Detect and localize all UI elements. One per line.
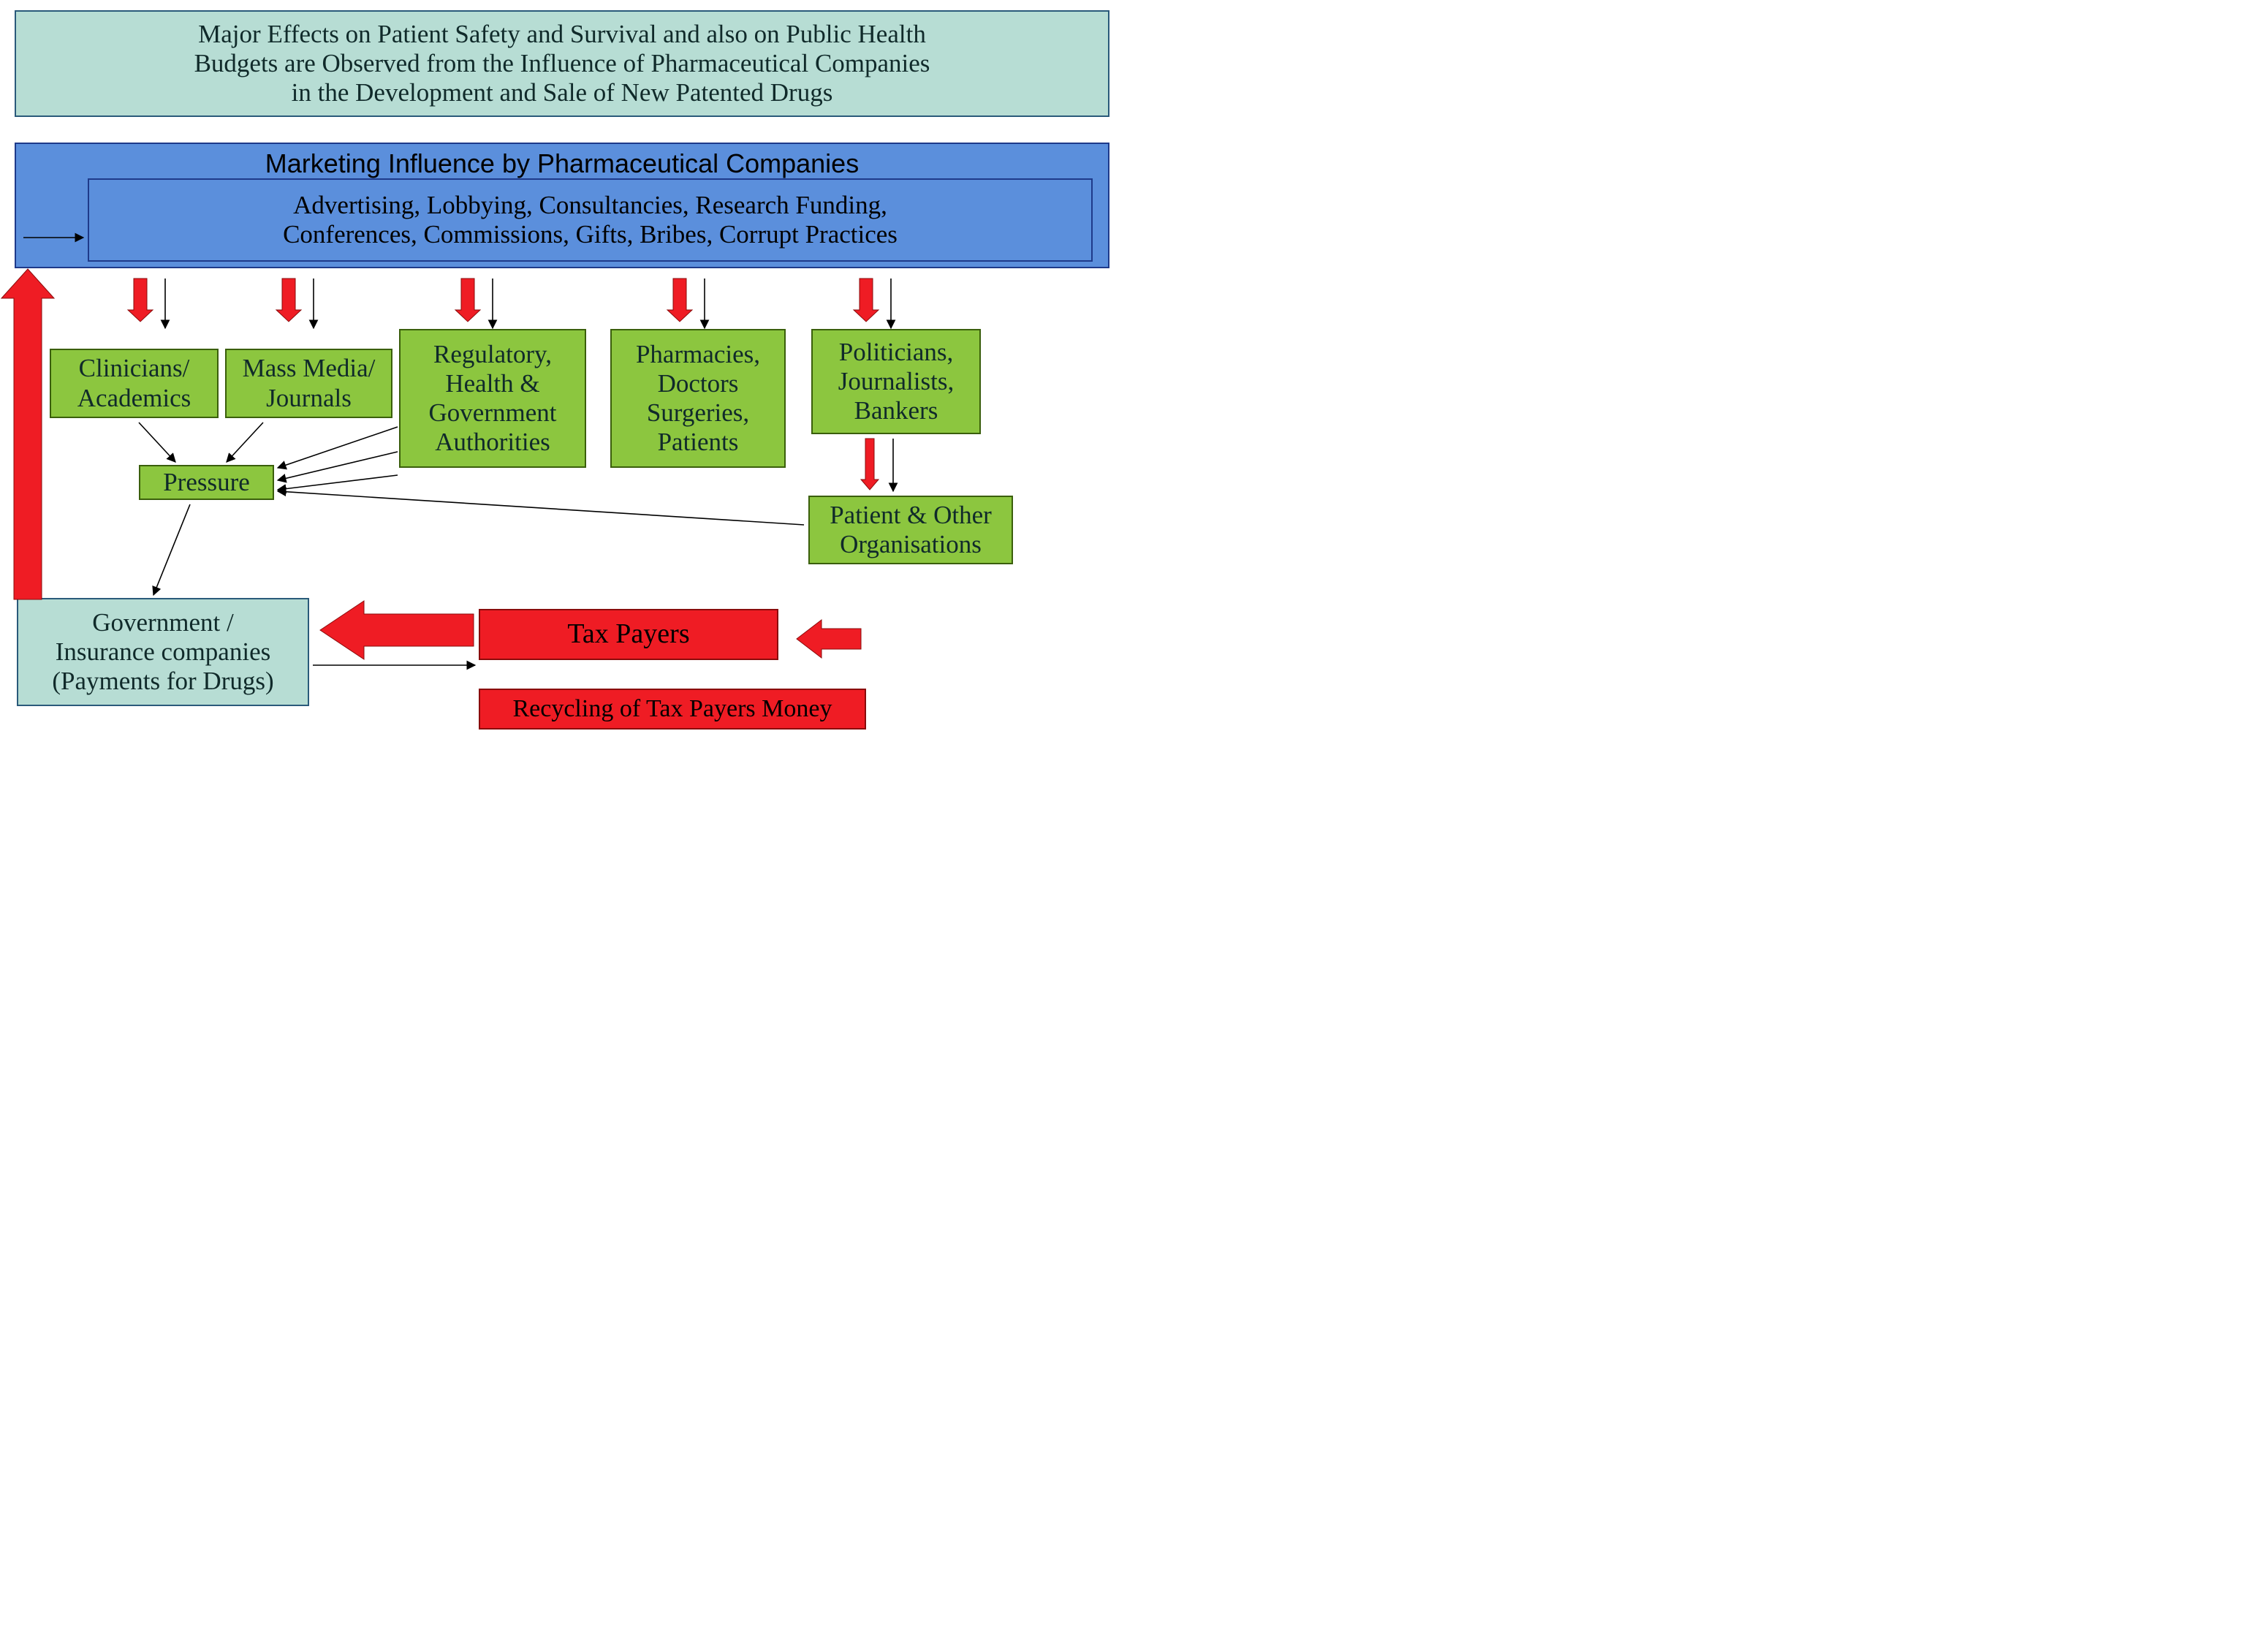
marketing-inner-box: Advertising, Lobbying, Consultancies, Re… <box>88 178 1093 262</box>
text-line: Authorities <box>435 428 550 457</box>
small-red-arrow-left <box>797 620 861 658</box>
target-regulatory: Regulatory,Health &GovernmentAuthorities <box>399 329 586 468</box>
text-line: Mass Media/ <box>243 354 376 383</box>
red-arrow-down-3 <box>667 279 692 322</box>
text-line: (Payments for Drugs) <box>52 667 273 696</box>
text-line: Clinicians/ <box>79 354 190 383</box>
target-media: Mass Media/Journals <box>225 349 392 418</box>
taxpayers-box: Tax Payers <box>479 609 778 660</box>
text-line: Patient & Other <box>830 501 992 530</box>
to-pressure-4 <box>278 475 398 490</box>
target-clinicians: Clinicians/Academics <box>50 349 219 418</box>
to-pressure-3 <box>278 452 398 480</box>
red-arrow-down-1 <box>276 279 301 322</box>
text-line: Bankers <box>854 396 938 425</box>
recycling-box: Recycling of Tax Payers Money <box>479 689 866 730</box>
text-line: Regulatory, <box>433 340 552 369</box>
text-line: Budgets are Observed from the Influence … <box>194 49 930 78</box>
text-line: Doctors <box>658 369 739 398</box>
pressure-label: Pressure <box>163 468 250 497</box>
red-arrow-down-2 <box>455 279 480 322</box>
big-red-arrow-up <box>1 269 54 599</box>
to-pressure-5 <box>278 491 804 525</box>
text-line: Organisations <box>840 530 982 559</box>
text-line: Health & <box>445 369 539 398</box>
red-arrow-down-4 <box>854 279 879 322</box>
red-arrow-pol-to-orgs <box>861 439 879 490</box>
red-arrow-down-0 <box>128 279 153 322</box>
text-line: Patients <box>658 428 739 457</box>
text-line: Conferences, Commissions, Gifts, Bribes,… <box>283 220 898 249</box>
text-line: Government <box>429 398 557 428</box>
title-box: Major Effects on Patient Safety and Surv… <box>15 10 1109 117</box>
big-red-arrow-left <box>320 601 474 659</box>
patient-orgs-box: Patient & OtherOrganisations <box>808 496 1013 564</box>
text-line: Academics <box>77 384 191 413</box>
text-line: Journalists, <box>838 367 954 396</box>
text-line: Insurance companies <box>56 637 270 667</box>
pressure-box: Pressure <box>139 465 274 500</box>
target-politicians: Politicians,Journalists,Bankers <box>811 329 981 434</box>
to-pressure-0 <box>139 423 175 462</box>
pressure-to-gov <box>153 504 190 595</box>
target-pharmacies: Pharmacies,DoctorsSurgeries,Patients <box>610 329 786 468</box>
government-insurance-box: Government /Insurance companies(Payments… <box>17 598 309 706</box>
text-line: Major Effects on Patient Safety and Surv… <box>198 20 926 49</box>
taxpayers-label: Tax Payers <box>567 618 689 651</box>
text-line: Politicians, <box>839 338 954 367</box>
text-line: Advertising, Lobbying, Consultancies, Re… <box>293 191 887 220</box>
text-line: in the Development and Sale of New Paten… <box>292 78 833 107</box>
to-pressure-2 <box>278 427 398 468</box>
text-line: Pharmacies, <box>636 340 760 369</box>
text-line: Government / <box>92 608 233 637</box>
to-pressure-1 <box>227 423 263 462</box>
text-line: Surgeries, <box>647 398 749 428</box>
recycling-label: Recycling of Tax Payers Money <box>512 694 832 723</box>
marketing-heading: Marketing Influence by Pharmaceutical Co… <box>16 148 1108 178</box>
text-line: Journals <box>266 384 352 413</box>
